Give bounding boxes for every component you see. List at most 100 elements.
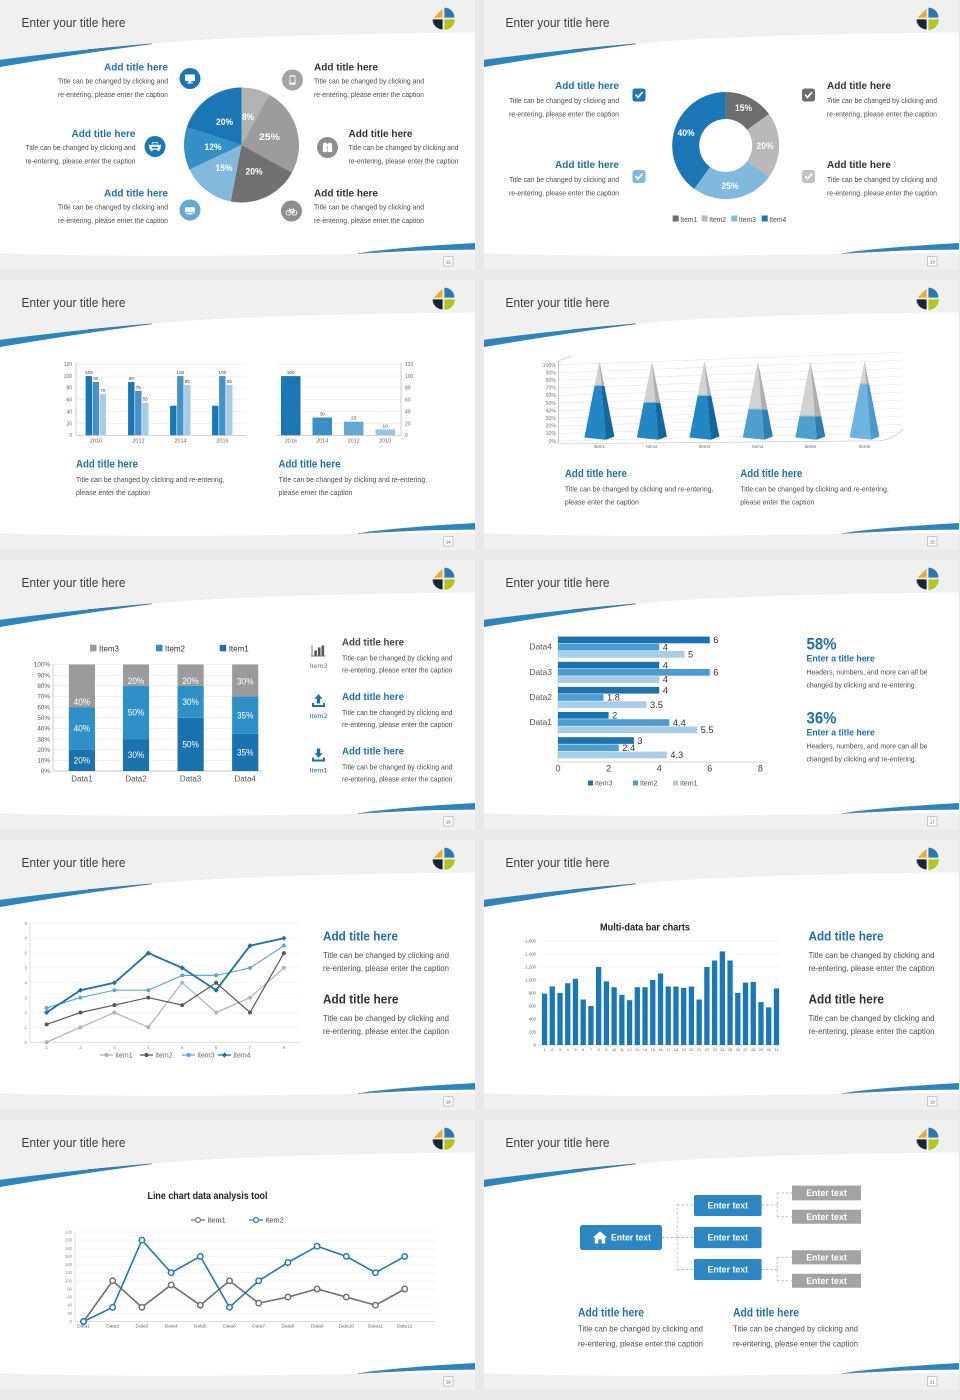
svg-text:5: 5 bbox=[688, 650, 693, 660]
svg-text:18: 18 bbox=[446, 1100, 451, 1105]
svg-text:7: 7 bbox=[249, 1045, 252, 1050]
svg-text:4: 4 bbox=[663, 675, 668, 685]
svg-text:2014: 2014 bbox=[316, 439, 328, 445]
svg-text:100: 100 bbox=[64, 374, 73, 380]
svg-text:100: 100 bbox=[218, 370, 226, 376]
svg-text:Add title here: Add title here bbox=[565, 468, 627, 480]
svg-text:Enter text: Enter text bbox=[708, 1265, 749, 1275]
svg-text:120: 120 bbox=[64, 362, 73, 368]
svg-text:Title can be changed by clicki: Title can be changed by clicking and bbox=[342, 656, 453, 663]
svg-text:35%: 35% bbox=[237, 710, 254, 720]
svg-text:80%: 80% bbox=[546, 378, 557, 384]
svg-text:re-entering, please enter the: re-entering, please enter the caption bbox=[827, 112, 937, 119]
svg-text:40%: 40% bbox=[37, 726, 50, 733]
svg-text:0: 0 bbox=[534, 1043, 537, 1048]
svg-text:40: 40 bbox=[67, 1303, 72, 1308]
svg-text:10%: 10% bbox=[37, 758, 50, 765]
svg-text:3: 3 bbox=[113, 1045, 116, 1050]
svg-text:Enter your title here: Enter your title here bbox=[506, 16, 610, 30]
svg-text:2016: 2016 bbox=[216, 439, 228, 445]
svg-text:Data1: Data1 bbox=[529, 717, 552, 727]
svg-text:14: 14 bbox=[446, 540, 451, 545]
svg-text:24: 24 bbox=[720, 1047, 725, 1052]
svg-text:Item1: Item1 bbox=[310, 768, 328, 775]
svg-text:Add title here: Add title here bbox=[342, 638, 404, 649]
svg-text:17: 17 bbox=[930, 820, 935, 825]
svg-text:60: 60 bbox=[405, 398, 411, 404]
svg-text:Data1: Data1 bbox=[77, 1323, 90, 1329]
svg-text:2012: 2012 bbox=[348, 439, 360, 445]
svg-text:changed by clicking and re-ent: changed by clicking and re-entering. bbox=[807, 755, 917, 764]
svg-text:30%: 30% bbox=[546, 416, 557, 422]
svg-text:100: 100 bbox=[176, 370, 184, 376]
svg-text:8: 8 bbox=[598, 1047, 600, 1052]
svg-text:100%: 100% bbox=[543, 363, 557, 369]
svg-text:Data2: Data2 bbox=[125, 775, 147, 784]
svg-text:Add title here: Add title here bbox=[342, 692, 404, 703]
svg-text:120: 120 bbox=[405, 362, 414, 368]
svg-text:re-entering, please enter the: re-entering, please enter the caption bbox=[733, 1339, 858, 1348]
svg-text:0%: 0% bbox=[549, 439, 557, 445]
svg-text:2016: 2016 bbox=[285, 439, 297, 445]
svg-text:Add title here: Add title here bbox=[279, 459, 341, 471]
svg-text:8: 8 bbox=[24, 921, 27, 926]
svg-text:Item2: Item2 bbox=[640, 781, 658, 788]
svg-text:re-entering, please enter the: re-entering, please enter the caption bbox=[342, 668, 453, 675]
svg-text:29: 29 bbox=[759, 1047, 763, 1052]
svg-text:Data4: Data4 bbox=[529, 642, 552, 652]
svg-text:Enter your title here: Enter your title here bbox=[22, 576, 126, 590]
svg-text:Title can be changed by clicki: Title can be changed by clicking and bbox=[323, 1013, 449, 1023]
svg-text:re-entering, please enter the: re-entering, please enter the caption bbox=[314, 92, 424, 99]
svg-text:0: 0 bbox=[70, 1319, 73, 1324]
svg-text:85: 85 bbox=[227, 379, 233, 385]
svg-text:5: 5 bbox=[181, 1045, 184, 1050]
svg-text:Headers, numbers, and more can: Headers, numbers, and more can all be bbox=[807, 668, 928, 677]
svg-text:20: 20 bbox=[446, 1380, 451, 1385]
svg-text:Enter your title here: Enter your title here bbox=[22, 856, 126, 870]
svg-text:4: 4 bbox=[24, 980, 27, 985]
svg-text:Add title here: Add title here bbox=[104, 63, 168, 74]
svg-text:90%: 90% bbox=[37, 672, 50, 679]
svg-text:re-entering, please enter the: re-entering, please enter the caption bbox=[349, 158, 459, 165]
svg-text:12%: 12% bbox=[205, 142, 222, 152]
svg-text:Data7: Data7 bbox=[252, 1323, 265, 1329]
svg-text:Add title here: Add title here bbox=[314, 188, 378, 199]
svg-text:60: 60 bbox=[67, 1295, 72, 1300]
svg-text:80: 80 bbox=[66, 386, 72, 392]
svg-text:17: 17 bbox=[666, 1047, 670, 1052]
svg-text:Item4: Item4 bbox=[769, 215, 786, 224]
svg-text:20%: 20% bbox=[182, 676, 199, 686]
svg-text:Data5: Data5 bbox=[194, 1323, 207, 1329]
svg-text:Data4: Data4 bbox=[165, 1323, 178, 1329]
svg-text:7: 7 bbox=[24, 936, 27, 941]
svg-text:Title can be changed by clicki: Title can be changed by clicking and bbox=[342, 710, 453, 717]
svg-text:40: 40 bbox=[66, 409, 72, 415]
svg-text:Title can be changed by clicki: Title can be changed by clicking and bbox=[323, 950, 449, 960]
svg-text:re-entering, please enter the: re-entering, please enter the caption bbox=[58, 218, 168, 225]
svg-text:21: 21 bbox=[697, 1047, 701, 1052]
svg-text:9: 9 bbox=[605, 1047, 607, 1052]
svg-text:25%: 25% bbox=[259, 132, 280, 142]
svg-text:please enter the caption: please enter the caption bbox=[279, 488, 353, 497]
svg-text:6: 6 bbox=[713, 635, 718, 645]
svg-text:1,600: 1,600 bbox=[525, 939, 537, 944]
svg-text:Add title here: Add title here bbox=[76, 459, 138, 471]
svg-text:Multi-data bar charts: Multi-data bar charts bbox=[600, 923, 690, 934]
svg-text:5.5: 5.5 bbox=[701, 725, 714, 735]
svg-text:30%: 30% bbox=[37, 736, 50, 743]
svg-text:200: 200 bbox=[65, 1238, 73, 1243]
svg-text:13: 13 bbox=[930, 260, 935, 265]
svg-text:Enter a title here: Enter a title here bbox=[807, 727, 875, 737]
svg-text:20%: 20% bbox=[128, 676, 145, 686]
svg-text:50%: 50% bbox=[546, 401, 557, 407]
svg-text:2.4: 2.4 bbox=[622, 743, 635, 753]
svg-text:90: 90 bbox=[129, 376, 135, 382]
svg-text:Item1: Item1 bbox=[680, 215, 697, 224]
svg-text:12: 12 bbox=[446, 260, 451, 265]
svg-text:1,200: 1,200 bbox=[525, 965, 537, 970]
svg-text:6: 6 bbox=[713, 668, 718, 678]
svg-text:0: 0 bbox=[24, 1040, 27, 1045]
svg-text:50%: 50% bbox=[128, 708, 145, 718]
svg-text:19: 19 bbox=[682, 1047, 686, 1052]
svg-text:90%: 90% bbox=[546, 370, 557, 376]
